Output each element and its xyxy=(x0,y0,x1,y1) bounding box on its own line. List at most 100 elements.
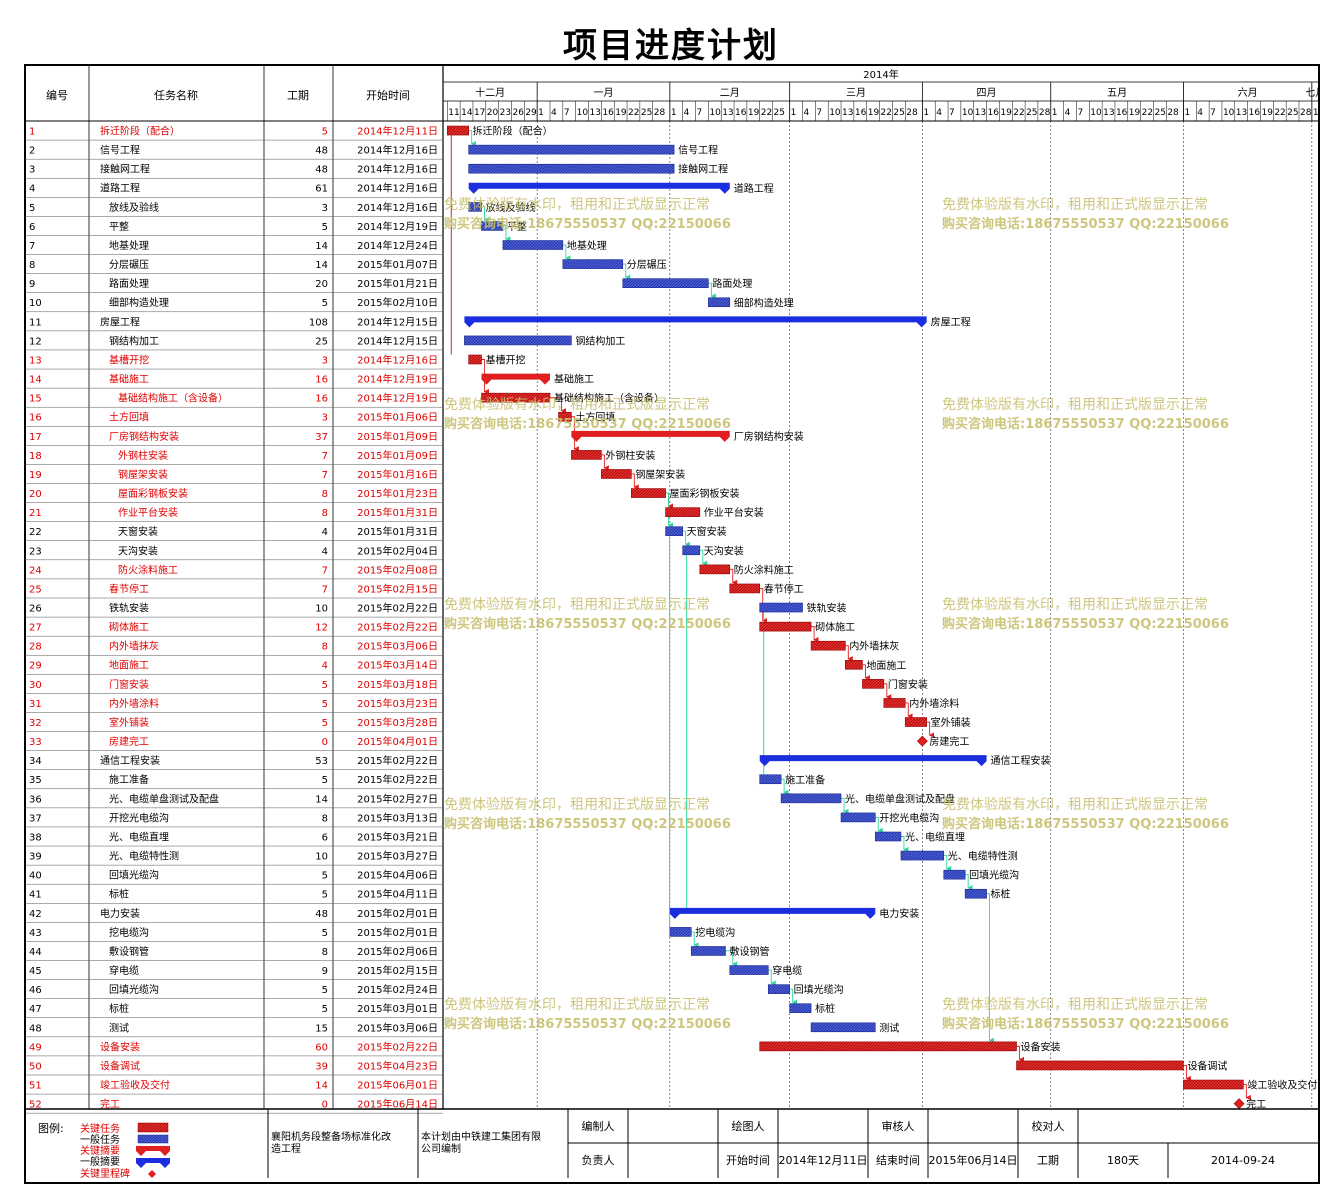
label-duration: 工期 xyxy=(1037,1154,1059,1167)
watermark-line2: 购买咨询电话:18675550537 QQ:22150066 xyxy=(942,1016,1229,1032)
bar-label: 厂房钢结构安装 xyxy=(734,430,804,443)
task-duration: 8 xyxy=(322,642,328,653)
task-id: 20 xyxy=(29,489,42,500)
day-label: 19 xyxy=(1129,108,1141,118)
task-name: 砌体施工 xyxy=(109,621,149,634)
task-start: 2015年01月09日 xyxy=(357,430,438,443)
task-name: 天窗安装 xyxy=(118,525,158,538)
task-duration: 5 xyxy=(322,222,328,233)
gantt-bar: 外钢柱安装 xyxy=(571,449,655,462)
gantt-bars: 拆迁阶段（配合） 信号工程接触网工程道路工程放线及验线平整地基处理分层碾压路面处理… xyxy=(446,125,1317,1111)
bar-label: 光、电缆特性测 xyxy=(948,850,1018,863)
task-start: 2015年02月10日 xyxy=(357,296,438,309)
task-bar xyxy=(943,869,966,880)
gantt-bar: 厂房钢结构安装 xyxy=(571,430,804,443)
task-name: 测试 xyxy=(109,1021,129,1034)
gantt-bar: 道路工程 xyxy=(468,182,774,195)
task-bar xyxy=(464,335,572,346)
gantt-bar: 门窗安装 xyxy=(862,678,928,691)
dependency-link xyxy=(905,702,913,719)
task-name: 基础结构施工（含设备） xyxy=(118,392,228,405)
dependency-link xyxy=(708,282,716,299)
bar-label: 回填光缆沟 xyxy=(794,983,844,996)
task-id: 4 xyxy=(29,184,35,195)
bar-label: 细部构造处理 xyxy=(734,296,794,309)
task-start: 2015年02月22日 xyxy=(357,602,438,615)
bar-label: 春节停工 xyxy=(764,582,804,595)
gantt-bar: 基础施工 xyxy=(481,373,594,386)
table-row: 31 内外墙涂料 5 2015年03月23日 xyxy=(29,697,438,710)
dependency-link xyxy=(631,473,639,490)
task-start: 2014年12月16日 xyxy=(357,201,438,214)
day-label: 4 xyxy=(684,108,690,118)
bar-label: 回填光缆沟 xyxy=(969,869,1019,882)
project-name-line1: 襄阳机务段整备场标准化改 xyxy=(271,1130,391,1143)
task-name: 厂房钢结构安装 xyxy=(109,430,179,443)
legend-normal-summary-label: 一般摘要 xyxy=(80,1155,120,1168)
task-id: 16 xyxy=(29,413,42,424)
task-duration: 10 xyxy=(315,604,328,615)
bar-label: 开挖光电缆沟 xyxy=(879,811,939,824)
task-name: 标桩 xyxy=(109,888,129,901)
table-row: 46 回填光缆沟 5 2015年02月24日 xyxy=(29,983,438,996)
task-start: 2015年03月01日 xyxy=(357,1002,438,1015)
summary-bar xyxy=(464,316,927,328)
table-row: 52 完工 0 2015年06月14日 xyxy=(29,1098,438,1111)
task-bar xyxy=(601,469,632,479)
task-bar xyxy=(708,297,731,308)
watermark-line1: 免费体验版有水印，租用和正式版显示正常 xyxy=(942,397,1208,413)
task-bar xyxy=(759,1041,1017,1052)
task-id: 15 xyxy=(29,394,42,405)
table-row: 38 光、电缆直埋 6 2015年03月21日 xyxy=(29,830,438,843)
dependency-link xyxy=(622,263,631,280)
day-label: 22 xyxy=(761,108,772,118)
day-label: 25 xyxy=(641,108,652,118)
label-drawer: 绘图人 xyxy=(732,1119,765,1133)
task-duration: 5 xyxy=(322,718,328,729)
bar-label: 室外铺装 xyxy=(931,716,971,729)
day-label: 13 xyxy=(590,108,601,118)
task-start: 2015年04月23日 xyxy=(357,1059,438,1072)
task-start: 2015年03月27日 xyxy=(357,850,438,863)
label-end-time: 结束时间 xyxy=(876,1154,920,1167)
task-start: 2015年06月01日 xyxy=(357,1079,438,1092)
legend-normal-summary-swatch xyxy=(136,1158,170,1168)
task-start: 2015年01月21日 xyxy=(357,277,438,290)
task-duration: 53 xyxy=(315,756,328,767)
task-start: 2015年01月06日 xyxy=(357,411,438,424)
task-id: 11 xyxy=(29,317,42,328)
task-bar xyxy=(669,927,692,937)
task-name: 春节停工 xyxy=(109,582,149,595)
task-duration: 5 xyxy=(322,699,328,710)
bar-label: 钢屋架安装 xyxy=(635,468,685,481)
project-name-line2: 造工程 xyxy=(271,1142,301,1155)
day-label: 25 xyxy=(1026,108,1037,118)
label-start-time: 开始时间 xyxy=(726,1153,770,1167)
dependency-link xyxy=(725,950,738,967)
table-grid xyxy=(25,65,1319,1114)
task-id: 52 xyxy=(29,1100,42,1111)
task-start: 2015年03月13日 xyxy=(357,811,438,824)
gantt-bar: 地面施工 xyxy=(845,659,906,672)
month-label: 三月 xyxy=(846,87,866,99)
gantt-bar: 设备安装 xyxy=(759,1040,1061,1053)
gantt-bar: 挖电缆沟 xyxy=(669,926,735,939)
legend-normal-task-swatch xyxy=(137,1134,169,1144)
task-id: 18 xyxy=(29,451,42,462)
day-label: 10 xyxy=(709,108,721,118)
bar-label: 铁轨安装 xyxy=(807,602,847,615)
bar-label: 拆迁阶段（配合） xyxy=(473,125,553,138)
task-bar xyxy=(665,507,701,517)
task-name: 信号工程 xyxy=(100,145,140,157)
task-duration: 3 xyxy=(322,413,328,424)
table-row: 36 光、电缆单盘测试及配盘 14 2015年02月27日 xyxy=(29,792,438,805)
task-start: 2014年12月19日 xyxy=(357,220,438,233)
summary-bar xyxy=(468,182,730,194)
task-id: 34 xyxy=(29,756,42,767)
table-row: 41 标桩 5 2015年04月11日 xyxy=(29,888,438,901)
gantt-bar: 钢屋架安装 xyxy=(601,468,685,481)
task-duration: 0 xyxy=(322,737,328,748)
table-row: 35 施工准备 5 2015年02月22日 xyxy=(29,773,438,786)
